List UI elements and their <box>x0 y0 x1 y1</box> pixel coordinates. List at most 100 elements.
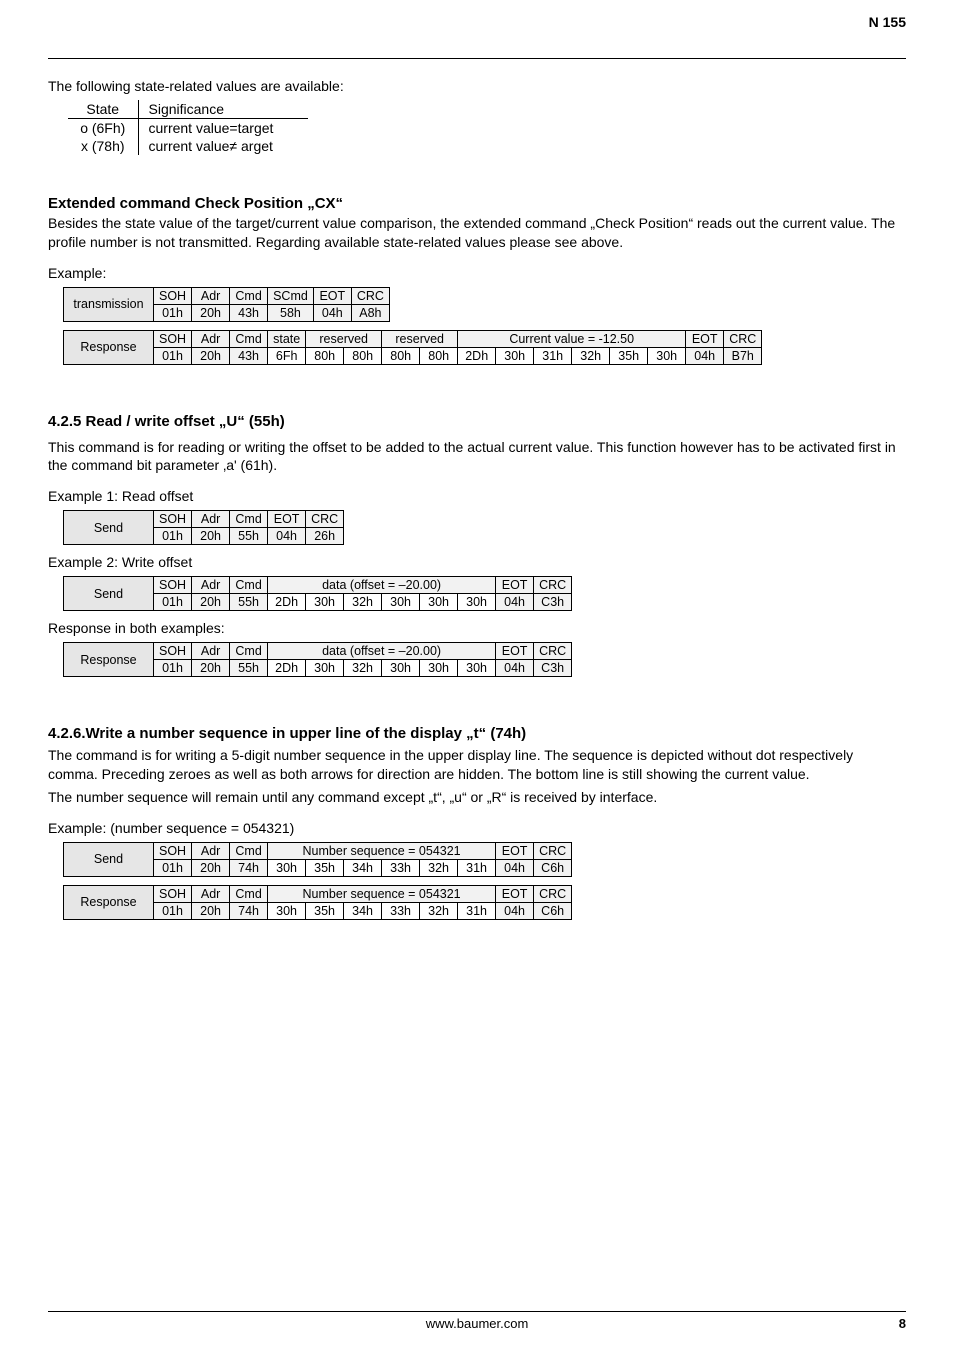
cx-rx-h6: reserved <box>382 330 458 347</box>
cx-tx-h-adr: Adr <box>192 287 230 304</box>
cx-tx-table: transmission SOH Adr Cmd SCmd EOT CRC 01… <box>63 287 390 322</box>
u-ex1-d5: 26h <box>306 528 344 545</box>
u-resp-d2: 20h <box>192 660 230 677</box>
u-ex2-d11: C3h <box>534 594 572 611</box>
t-send-d10: 04h <box>496 859 534 876</box>
u-resp-h4: data (offset = –20.00) <box>268 643 496 660</box>
page-header-id: N 155 <box>869 14 906 30</box>
cx-rx-h9: CRC <box>724 330 762 347</box>
u-resp-h5: EOT <box>496 643 534 660</box>
t-send-h5: EOT <box>496 842 534 859</box>
t-send-h6: CRC <box>534 842 572 859</box>
cx-tx-d3: 43h <box>230 304 268 321</box>
t-resp-d2: 20h <box>192 902 230 919</box>
cx-tx-d6: A8h <box>351 304 389 321</box>
state-r2c2: current value≠ arget <box>138 137 308 155</box>
u-ex2-d1: 01h <box>154 594 192 611</box>
u-ex1-label-cell: Send <box>64 511 154 545</box>
cx-rx-d16: B7h <box>724 347 762 364</box>
cx-rx-d3: 43h <box>230 347 268 364</box>
u-resp-table: Response SOH Adr Cmd data (offset = –20.… <box>63 642 572 677</box>
u-ex1-h3: Cmd <box>230 511 268 528</box>
u-ex2-h5: EOT <box>496 577 534 594</box>
u-ex2-d9: 30h <box>458 594 496 611</box>
u-resp-h1: SOH <box>154 643 192 660</box>
t-send-h2: Adr <box>192 842 230 859</box>
u-ex1-d1: 01h <box>154 528 192 545</box>
cx-tx-h-scmd: SCmd <box>268 287 314 304</box>
u-title: 4.2.5 Read / write offset „U“ (55h) <box>48 413 906 430</box>
t-resp-h4: Number sequence = 054321 <box>268 885 496 902</box>
u-resp-d9: 30h <box>458 660 496 677</box>
cx-tx-d4: 58h <box>268 304 314 321</box>
t-resp-d4: 30h <box>268 902 306 919</box>
u-ex2-h6: CRC <box>534 577 572 594</box>
t-send-d7: 33h <box>382 859 420 876</box>
cx-desc: Besides the state value of the target/cu… <box>48 214 906 252</box>
cx-rx-table: Response SOH Adr Cmd state reserved rese… <box>63 330 762 365</box>
u-resp-d10: 04h <box>496 660 534 677</box>
state-r1c2: current value=target <box>138 118 308 137</box>
t-send-h1: SOH <box>154 842 192 859</box>
u-resp-d4: 2Dh <box>268 660 306 677</box>
u-resp-d1: 01h <box>154 660 192 677</box>
cx-title: Extended command Check Position „CX“ <box>48 195 906 212</box>
t-resp-label: Response <box>64 885 154 919</box>
t-send-table: Send SOH Adr Cmd Number sequence = 05432… <box>63 842 572 877</box>
cx-rx-h7: Current value = -12.50 <box>458 330 686 347</box>
u-resp-d7: 30h <box>382 660 420 677</box>
t-resp-h5: EOT <box>496 885 534 902</box>
cx-tx-d1: 01h <box>154 304 192 321</box>
t-resp-d9: 31h <box>458 902 496 919</box>
t-resp-d11: C6h <box>534 902 572 919</box>
cx-tx-d2: 20h <box>192 304 230 321</box>
header-rule <box>48 58 906 59</box>
cx-rx-h2: Adr <box>192 330 230 347</box>
u-ex1-d2: 20h <box>192 528 230 545</box>
cx-rx-h4: state <box>268 330 306 347</box>
t-resp-h2: Adr <box>192 885 230 902</box>
cx-tx-h-cmd: Cmd <box>230 287 268 304</box>
u-resp-d6: 32h <box>344 660 382 677</box>
u-ex1-h1: SOH <box>154 511 192 528</box>
cx-rx-label: Response <box>64 330 154 364</box>
footer-page-number: 8 <box>899 1316 906 1331</box>
t-resp-h3: Cmd <box>230 885 268 902</box>
t-send-d2: 20h <box>192 859 230 876</box>
cx-tx-label: transmission <box>64 287 154 321</box>
u-ex2-label: Example 2: Write offset <box>48 553 906 572</box>
state-table: State Significance o (6Fh) current value… <box>68 100 308 155</box>
state-intro: The following state-related values are a… <box>48 77 906 96</box>
cx-tx-d5: 04h <box>313 304 351 321</box>
u-desc: This command is for reading or writing t… <box>48 438 906 476</box>
u-ex2-d7: 30h <box>382 594 420 611</box>
t-resp-d5: 35h <box>306 902 344 919</box>
u-resp-d3: 55h <box>230 660 268 677</box>
cx-tx-h-eot: EOT <box>313 287 351 304</box>
cx-rx-h1: SOH <box>154 330 192 347</box>
cx-rx-d6: 80h <box>344 347 382 364</box>
u-ex2-table: Send SOH Adr Cmd data (offset = –20.00) … <box>63 576 572 611</box>
u-ex2-h2: Adr <box>192 577 230 594</box>
state-th-state: State <box>68 100 138 119</box>
u-ex1-h4: EOT <box>268 511 306 528</box>
state-r1c1: o (6Fh) <box>68 118 138 137</box>
t-send-d8: 32h <box>420 859 458 876</box>
page-footer: www.baumer.com 8 <box>48 1311 906 1331</box>
t-send-h3: Cmd <box>230 842 268 859</box>
u-ex1-label: Example 1: Read offset <box>48 487 906 506</box>
cx-rx-d4: 6Fh <box>268 347 306 364</box>
cx-rx-h8: EOT <box>686 330 724 347</box>
u-ex2-d4: 2Dh <box>268 594 306 611</box>
t-resp-d1: 01h <box>154 902 192 919</box>
u-ex2-h1: SOH <box>154 577 192 594</box>
t-send-d4: 30h <box>268 859 306 876</box>
u-ex1-d3: 55h <box>230 528 268 545</box>
t-desc2: The number sequence will remain until an… <box>48 788 906 807</box>
state-r2c1: x (78h) <box>68 137 138 155</box>
u-resp-h6: CRC <box>534 643 572 660</box>
cx-tx-h-soh: SOH <box>154 287 192 304</box>
cx-rx-h5: reserved <box>306 330 382 347</box>
u-ex1-d4: 04h <box>268 528 306 545</box>
t-send-d3: 74h <box>230 859 268 876</box>
